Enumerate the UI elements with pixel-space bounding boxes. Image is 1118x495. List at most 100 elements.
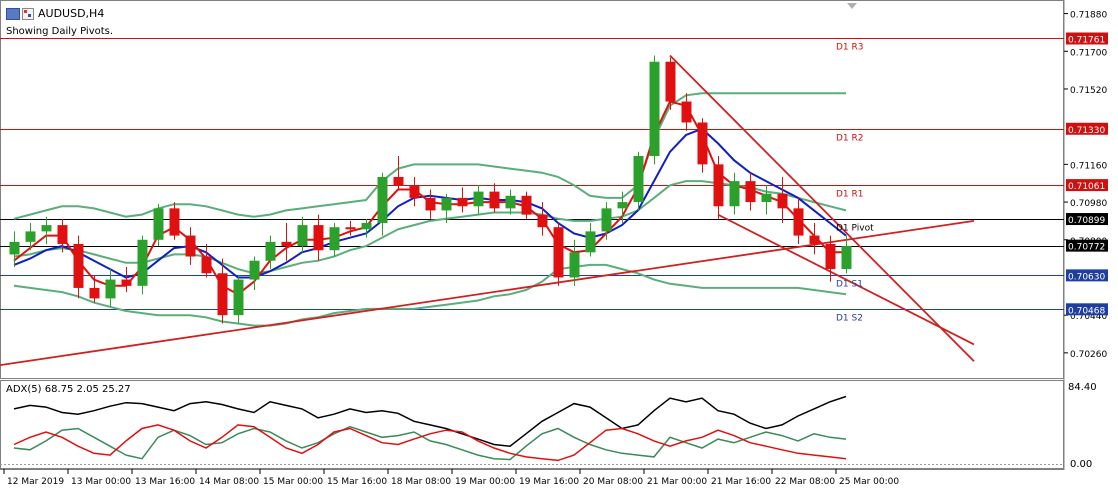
candle [633,151,644,211]
time-tick-label: 15 Mar 00:00 [263,477,323,487]
price-tick-label: 0.70980 [1070,199,1107,209]
candlesticks [9,55,852,324]
candle-body [825,243,836,270]
candle-body [441,197,452,211]
candle [569,239,580,286]
time-tick-label: 12 Mar 2019 [7,477,64,487]
candle-body [41,225,52,232]
candle-body [473,191,484,207]
candle [505,189,516,215]
candle-body [633,155,644,203]
candle [761,185,772,215]
bollinger-lower [13,263,847,327]
pivot-label-1: D1 R2 [836,134,864,144]
candle-body [761,193,772,203]
candle [329,223,340,257]
candle [345,220,356,236]
time-tick-label: 13 Mar 00:00 [71,477,131,487]
candle [441,193,452,224]
candle [825,235,836,282]
candle [681,93,692,131]
candle-body [329,227,340,251]
candle-body [793,208,804,236]
adx-subwindow-frame [0,380,1064,469]
pivot-price-badge-1-bg [1066,122,1108,135]
candle-body [233,279,244,316]
price-tick-label: 0.70440 [1070,312,1107,322]
trendline-falling-resistance [669,54,975,362]
current-price-badge: 0.70772 [1068,243,1105,253]
candle-body [569,252,580,278]
time-tick-label: 25 Mar 00:00 [839,477,899,487]
main-chart-frame [0,0,1064,379]
candle-body [745,181,756,203]
candle [153,204,164,247]
candle-body [809,235,820,244]
candle [9,231,20,267]
candle [601,202,612,240]
trendlines[interactable] [0,54,975,367]
adx-main-line [13,395,847,447]
symbol-icon[interactable] [22,8,34,20]
candle-body [409,185,420,198]
candle [665,57,676,110]
adx-axis-top-label: 84.40 [1068,382,1097,393]
pivot-price-badge-5: 0.70468 [1068,306,1105,316]
pivot-price-badge-2: 0.71061 [1068,182,1105,192]
trendline-lower-channel [717,213,975,346]
time-tick-label: 14 Mar 08:00 [199,477,259,487]
candle [729,172,740,215]
scroll-shift-marker-icon[interactable] [847,3,857,9]
candle-body [361,223,372,230]
trendline-rising-support [0,220,975,367]
pivot-price-badge-0-bg [1066,32,1108,45]
pivot-price-badge-5-bg [1066,303,1108,316]
candle [313,214,324,261]
time-tick-label: 18 Mar 08:00 [391,477,451,487]
candle [121,266,132,293]
candle-body [265,241,276,261]
adx-label: ADX(5) 68.75 2.05 25.27 [6,384,131,395]
candle [473,185,484,215]
pivot-price-badge-3-bg [1066,213,1108,226]
pivot-price-badge-4-bg [1066,269,1108,282]
candle [409,176,420,207]
candle-body [73,243,84,288]
candle-body [521,195,532,215]
candle [217,258,228,324]
candle [809,223,820,255]
candle-body [393,176,404,186]
pivot-lines [0,38,1064,310]
candle-body [89,287,100,299]
pivot-price-badge-3: 0.70899 [1068,216,1105,226]
candle [233,275,244,324]
chart-window-icon[interactable] [6,8,20,20]
time-tick-label: 15 Mar 16:00 [327,477,387,487]
candle-body [281,241,292,247]
time-tick-label: 21 Mar 16:00 [711,477,771,487]
candle-body [201,256,212,274]
price-tick-label: 0.71520 [1070,86,1107,96]
time-tick-label: 22 Mar 08:00 [775,477,835,487]
time-tick-label: 21 Mar 00:00 [647,477,707,487]
candle-body [617,202,628,209]
pivot-label-0: D1 R3 [836,43,864,53]
candle [585,223,596,257]
candle [297,216,308,253]
candle [73,235,84,299]
candle [745,172,756,211]
time-tick-label: 19 Mar 16:00 [519,477,579,487]
time-tick-label: 19 Mar 00:00 [455,477,515,487]
candle [777,176,788,224]
candle [425,189,436,219]
price-tick-label: 0.71700 [1070,48,1107,58]
time-tick-label: 13 Mar 16:00 [135,477,195,487]
price-tick-label: 0.71880 [1070,11,1107,21]
candle [841,235,852,274]
candle-body [313,225,324,251]
candle-body [105,279,116,299]
candle-body [681,101,692,123]
pivot-label-2: D1 R1 [836,190,864,200]
price-tick-label: 0.70260 [1070,350,1107,360]
